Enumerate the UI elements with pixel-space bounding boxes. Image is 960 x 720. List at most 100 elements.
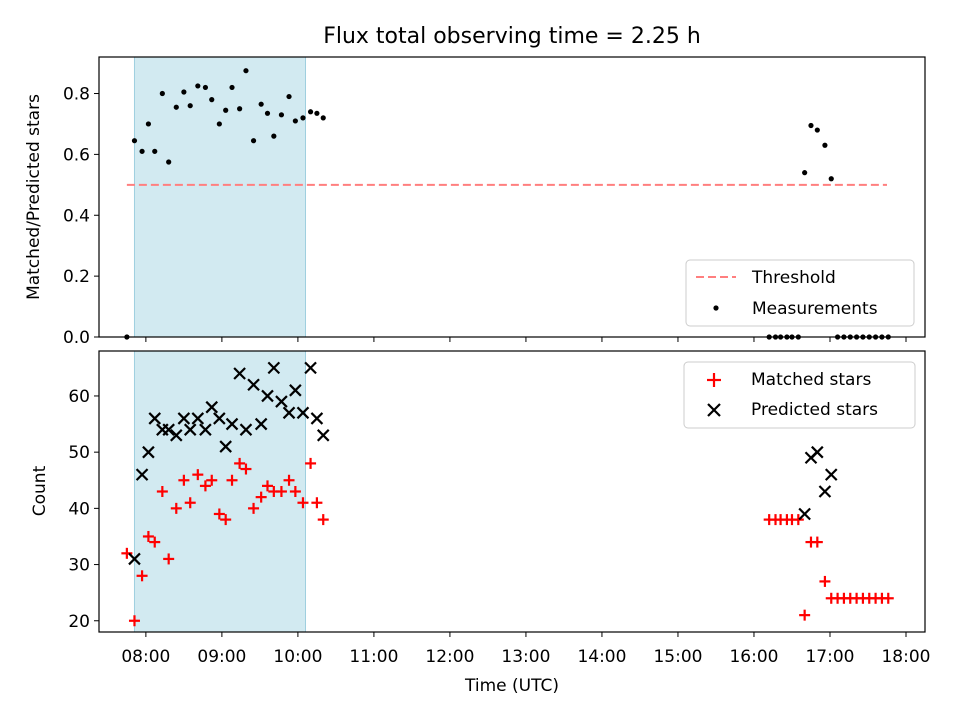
measurement-point: [822, 142, 828, 148]
matched-stars-point: [283, 474, 295, 486]
matched-stars-point: [305, 457, 317, 469]
measurement-point: [307, 109, 314, 115]
predicted-stars-point: [310, 412, 324, 425]
measurement-point: [195, 83, 201, 89]
predicted-stars-point-stroke: [304, 361, 317, 375]
predicted-stars-point: [824, 468, 838, 481]
predicted-stars-point: [142, 445, 155, 459]
matched-stars-point: [213, 508, 225, 520]
measurement-point: [278, 112, 285, 118]
matched-stars-point: [248, 502, 260, 514]
measurement-point: [145, 121, 152, 127]
predicted-stars-point: [128, 552, 141, 566]
predicted-stars-point: [275, 395, 288, 408]
predicted-stars-point-stroke: [233, 367, 246, 380]
predicted-stars-point-stroke: [254, 417, 268, 431]
predicted-stars-point-stroke: [183, 423, 197, 436]
measurement-point: [250, 138, 257, 144]
matched-stars-point: [226, 474, 238, 486]
predicted-stars-point-stroke: [818, 485, 832, 498]
predicted-stars-point: [225, 417, 239, 431]
predicted-stars-point-stroke: [296, 406, 310, 420]
measurement-point: [139, 148, 145, 154]
matched-stars-point: [240, 463, 252, 475]
x-tick-label: 09:00: [197, 647, 246, 667]
predicted-stars-point-stroke: [267, 361, 281, 375]
predicted-stars-point-stroke: [177, 412, 191, 425]
x-tick-label: 12:00: [425, 647, 474, 667]
matched-stars-point: [170, 502, 182, 514]
top-highlight-span: [133, 56, 306, 338]
predicted-stars-point-stroke: [239, 423, 253, 436]
predicted-stars-point: [162, 423, 175, 436]
matched-stars-point: [136, 570, 148, 582]
bottom-y-tick-label: 30: [68, 556, 90, 576]
measurements-legend-label: Measurements: [752, 299, 878, 319]
measurements-legend-marker: [713, 305, 719, 311]
measurement-point: [181, 89, 187, 95]
predicted-stars-point-stroke: [148, 412, 162, 425]
top-y-tick-label: 0.0: [63, 328, 90, 348]
matched-stars-point: [255, 491, 267, 503]
predicted-stars-point: [316, 429, 330, 442]
predicted-stars-point: [239, 423, 253, 436]
predicted-stars-point-stroke: [261, 389, 274, 403]
matched-stars-point: [156, 486, 168, 497]
measurement-point: [229, 84, 235, 91]
matched-stars-point: [275, 486, 287, 497]
x-tick-label: 16:00: [729, 647, 778, 667]
x-tick-label: 15:00: [653, 647, 702, 667]
predicted-stars-point: [282, 406, 296, 420]
predicted-stars-point-stroke: [247, 378, 260, 391]
measurement-point: [320, 115, 326, 121]
predicted-stars-point: [135, 468, 149, 481]
predicted-stars-point: [304, 361, 317, 375]
measurement-point: [802, 170, 808, 176]
matched-stars-point: [206, 474, 218, 486]
measurement-point: [271, 133, 277, 139]
x-tick-label: 08:00: [121, 647, 170, 667]
matched-stars-point: [819, 575, 831, 587]
measurement-point: [216, 121, 222, 127]
matched-stars-point: [199, 480, 211, 492]
matched-stars-point: [149, 536, 161, 548]
predicted-stars-point: [289, 384, 302, 397]
predicted-stars-point: [818, 485, 832, 498]
matched-stars-point: [184, 497, 196, 509]
matched-legend-label: Matched stars: [751, 370, 871, 390]
matched-stars-point: [178, 474, 190, 486]
x-tick-label: 17:00: [805, 647, 854, 667]
top-panel: 0.00.20.40.60.8 Matched/Predicted stars …: [24, 56, 926, 348]
predicted-stars-point: [219, 440, 232, 453]
measurement-point: [209, 97, 215, 103]
measurement-point: [166, 159, 172, 165]
top-plot-frame: [98, 56, 926, 338]
top-y-tick-label: 0.8: [63, 85, 90, 105]
predicted-stars-point-stroke: [225, 417, 239, 431]
predicted-stars-point-stroke: [213, 412, 226, 425]
x-tick-label: 10:00: [273, 647, 322, 667]
bottom-y-tick-label: 50: [68, 443, 90, 463]
predicted-stars-point-stroke: [205, 400, 219, 414]
predicted-stars-point-stroke: [219, 440, 232, 453]
predicted-legend-marker: [707, 403, 721, 417]
top-legend: Threshold Measurements: [685, 259, 915, 327]
predicted-stars-point-stroke: [275, 395, 288, 408]
measurement-point: [173, 104, 179, 110]
predicted-stars-point: [170, 429, 183, 442]
predicted-stars-point: [205, 400, 219, 414]
matched-stars-point: [792, 514, 804, 526]
matched-stars-point: [234, 457, 246, 469]
measurement-point: [202, 84, 209, 91]
top-y-tick-label: 0.4: [63, 206, 90, 226]
measurement-point: [187, 103, 193, 109]
x-tick-label: 14:00: [577, 647, 626, 667]
matched-stars-point: [163, 553, 175, 565]
matched-stars-point: [261, 480, 273, 492]
predicted-stars-point-stroke: [811, 445, 824, 459]
top-y-tick-label: 0.6: [63, 145, 90, 165]
predicted-stars-point-stroke: [191, 412, 205, 425]
predicted-stars-point-stroke: [798, 507, 811, 521]
matched-stars-point: [142, 530, 154, 542]
